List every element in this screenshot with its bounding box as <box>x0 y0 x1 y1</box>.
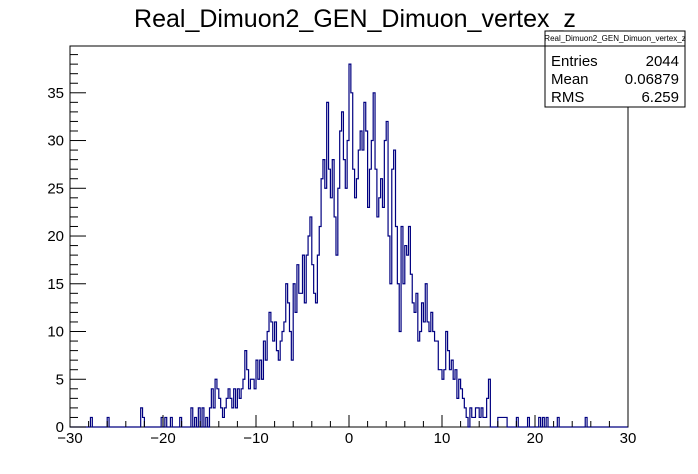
y-tick-label: 15 <box>47 276 64 293</box>
stats-rms-label: RMS <box>551 89 584 106</box>
stats-mean-value: 0.06879 <box>625 71 679 88</box>
chart-title: Real_Dimuon2_GEN_Dimuon_vertex_z <box>134 5 576 33</box>
stats-entries-value: 2044 <box>646 53 679 70</box>
x-tick-label: −10 <box>243 430 268 447</box>
y-axis: 0 5 10 15 20 25 30 35 <box>47 54 86 436</box>
stats-box-name: Real_Dimuon2_GEN_Dimuon_vertex_z <box>544 34 685 43</box>
x-tick-label: 20 <box>527 430 544 447</box>
stats-box: Real_Dimuon2_GEN_Dimuon_vertex_z Entries… <box>544 30 686 108</box>
y-tick-label: 30 <box>47 133 64 150</box>
x-tick-label: 10 <box>434 430 451 447</box>
x-axis: −30 −20 −10 0 10 20 30 <box>57 415 636 447</box>
x-tick-label: −20 <box>150 430 175 447</box>
y-tick-label: 35 <box>47 85 64 102</box>
x-tick-label: 30 <box>620 430 637 447</box>
x-tick-label: −30 <box>57 430 82 447</box>
histogram-series <box>70 63 628 428</box>
stats-rms-value: 6.259 <box>641 89 679 106</box>
x-tick-label: 0 <box>345 430 353 447</box>
y-tick-label: 25 <box>47 180 64 197</box>
y-tick-label: 20 <box>47 228 64 245</box>
stats-entries-label: Entries <box>551 53 598 70</box>
y-tick-label: 0 <box>56 419 64 436</box>
stats-box-border <box>544 30 686 108</box>
stats-mean-label: Mean <box>551 71 589 88</box>
y-tick-label: 5 <box>56 371 64 388</box>
y-tick-label: 10 <box>47 324 64 341</box>
histogram-line <box>70 63 628 428</box>
